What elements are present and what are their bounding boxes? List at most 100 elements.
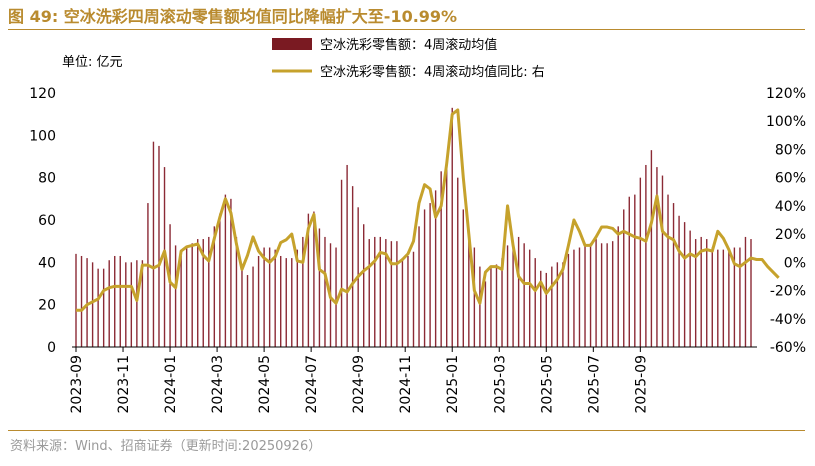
bar [230,198,232,347]
bar [318,228,321,347]
bar [451,107,453,347]
bar [495,264,498,347]
y-right-tick-label: 40% [775,199,806,215]
bar [75,253,77,347]
x-axis-ticks: 2023-09 2023-11 2024-01 2024-03 2024-05 2024-… [69,347,649,414]
legend: 空冰洗彩零售额：4周滚动均值 空冰洗彩零售额：4周滚动均值同比: 右 [272,37,545,80]
bar [645,164,647,347]
bar [324,236,326,347]
bar [340,179,343,347]
x-tick-label: 2025-03 [492,355,508,414]
bar [683,222,686,347]
bar [263,247,265,347]
bar [661,175,664,347]
bar [219,213,221,347]
bar [728,251,730,347]
y-left-tick-label: 0 [47,340,56,356]
bar [534,258,536,347]
bar [191,243,193,347]
x-tick-label: 2025-07 [586,355,602,414]
bar [285,258,287,347]
bar [584,245,586,347]
bar [412,251,415,347]
source-note: 资料来源：Wind、招商证券（更新时间:20250926） [10,439,322,454]
bar [102,268,105,347]
bar [667,194,669,347]
bar [617,226,619,347]
bar [639,177,642,347]
bar [141,260,144,347]
x-tick-label: 2024-03 [210,355,226,414]
bar [650,150,653,347]
footer-divider [8,430,805,431]
bar [689,230,691,347]
bar-series [75,107,752,347]
bar [700,236,702,347]
bar [611,241,614,347]
bar [506,245,509,347]
bar [545,272,547,347]
x-tick-label: 2024-07 [304,355,320,414]
y-right-tick-label: 120% [766,86,806,102]
bar [551,266,553,347]
bar [114,255,116,347]
bar [628,196,630,347]
bar [235,236,238,347]
bar [711,247,713,347]
bar [241,268,243,347]
y-axis-right-ticks: -60% -40% -20% 0% 20% 40% 60% 80% 100% 120% [766,86,806,356]
bar [396,241,398,347]
bar [280,255,282,347]
bar [600,243,603,347]
bar [86,258,88,347]
bar [302,236,304,347]
bar [346,164,348,347]
bar [717,249,719,347]
bar [429,203,431,347]
bar [517,236,520,347]
y-left-tick-label: 100 [29,128,56,144]
bar [208,236,210,347]
x-tick-label: 2025-05 [539,355,555,414]
x-tick-label: 2024-09 [351,355,367,414]
x-tick-label: 2023-09 [69,355,85,414]
x-tick-label: 2024-05 [257,355,273,414]
bar [606,243,608,347]
bar [158,145,160,347]
bar [368,239,370,347]
bar [80,255,83,347]
bar [202,239,204,347]
bar [379,236,381,347]
legend-bar-label: 空冰洗彩零售额：4周滚动均值 [320,37,497,53]
y-right-tick-label: 100% [766,114,806,130]
x-tick-label: 2023-11 [116,355,132,414]
bar [562,262,564,347]
y-right-tick-label: 20% [775,227,806,243]
bar [523,243,525,347]
y-left-tick-label: 40 [38,255,56,271]
bar [401,258,404,347]
bar [656,167,658,347]
bar [540,270,542,347]
y-right-tick-label: -40% [770,312,806,328]
bar [274,249,276,347]
bar [434,190,437,347]
bar [672,203,675,347]
y-left-tick-label: 20 [38,298,56,314]
bar [578,247,581,347]
y-left-tick-label: 60 [38,213,56,229]
y-right-tick-label: 0% [784,255,806,271]
bar [694,239,697,347]
bar [573,249,575,347]
bar [567,253,570,347]
bar [296,249,299,347]
bar [307,213,310,347]
title-divider [8,29,805,30]
bar [108,260,110,347]
bar [374,236,376,347]
yoy-line [76,108,780,312]
bar [722,249,725,347]
bar [136,260,138,347]
bar [423,209,426,347]
